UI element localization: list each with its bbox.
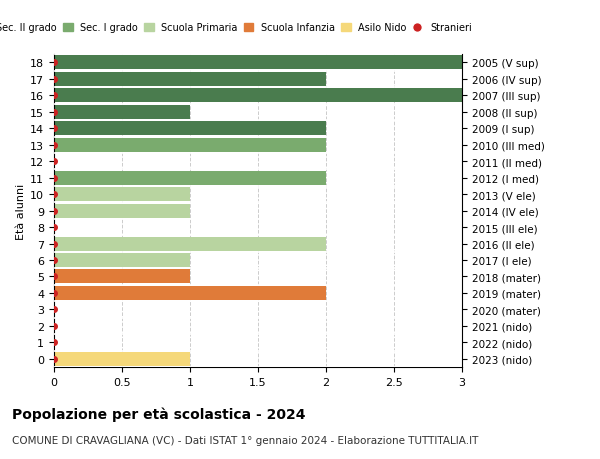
Bar: [54, 89, 462, 103]
Bar: [54, 204, 190, 218]
Bar: [54, 139, 326, 152]
Bar: [54, 237, 326, 251]
Bar: [54, 73, 326, 87]
Text: COMUNE DI CRAVAGLIANA (VC) - Dati ISTAT 1° gennaio 2024 - Elaborazione TUTTITALI: COMUNE DI CRAVAGLIANA (VC) - Dati ISTAT …: [12, 435, 478, 445]
Bar: [54, 106, 190, 119]
Bar: [54, 171, 326, 185]
Bar: [54, 286, 326, 300]
Bar: [54, 352, 190, 366]
Text: Popolazione per età scolastica - 2024: Popolazione per età scolastica - 2024: [12, 406, 305, 421]
Bar: [54, 253, 190, 268]
Bar: [54, 188, 190, 202]
Y-axis label: Età alunni: Età alunni: [16, 183, 26, 239]
Bar: [54, 56, 462, 70]
Legend: Sec. II grado, Sec. I grado, Scuola Primaria, Scuola Infanzia, Asilo Nido, Stran: Sec. II grado, Sec. I grado, Scuola Prim…: [0, 19, 476, 37]
Bar: [54, 270, 190, 284]
Bar: [54, 122, 326, 136]
